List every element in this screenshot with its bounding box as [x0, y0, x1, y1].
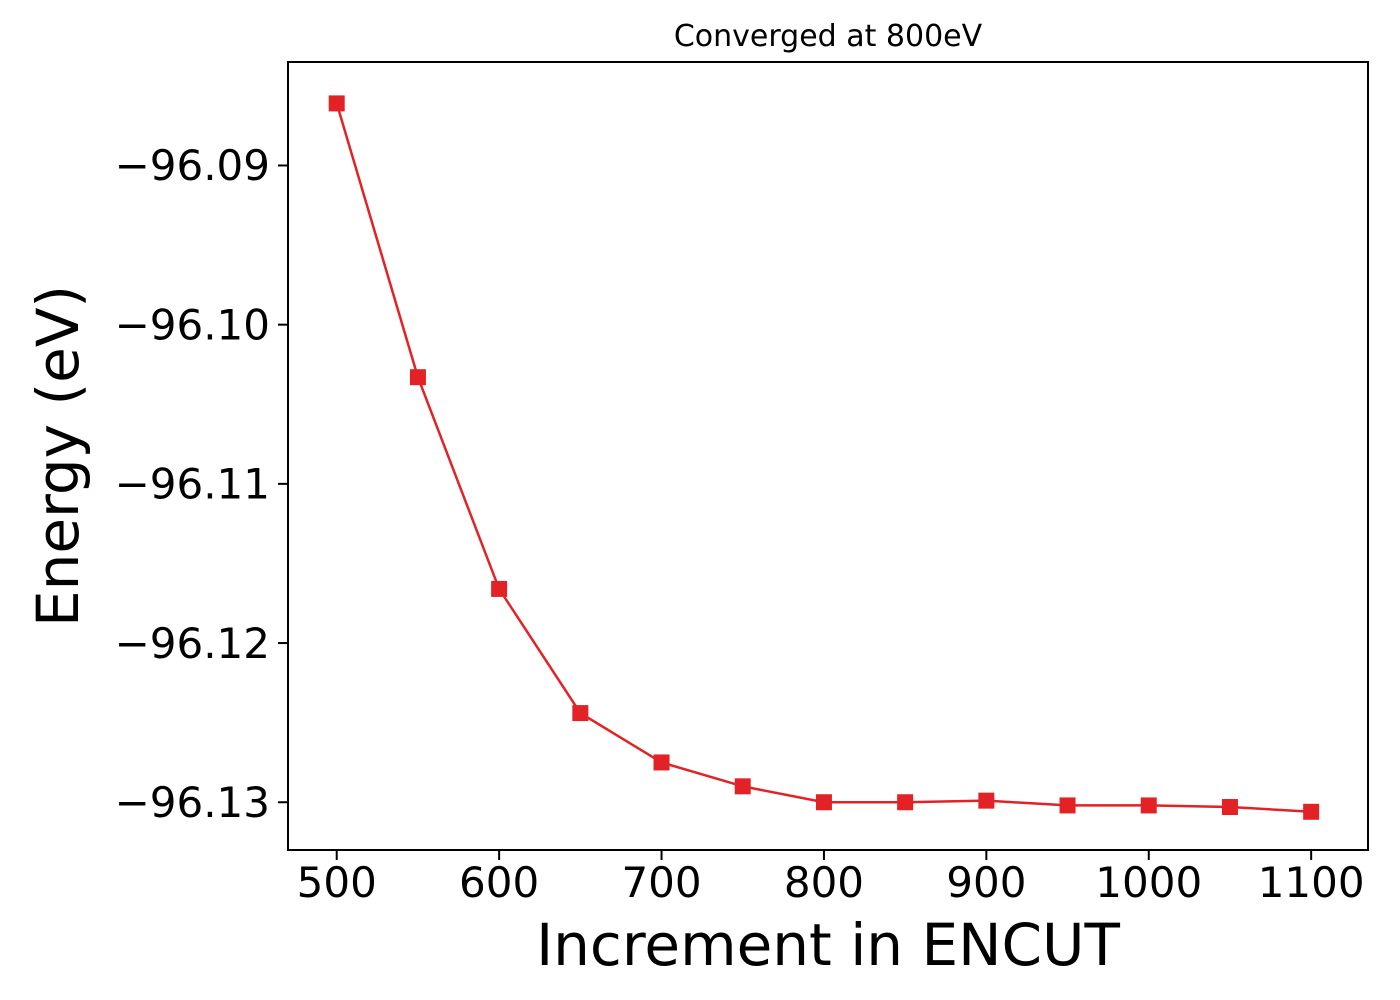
- data-point: [815, 794, 832, 811]
- x-tick-label: 1000: [1095, 858, 1202, 907]
- data-point: [491, 580, 508, 597]
- x-tick-label: 500: [297, 858, 377, 907]
- data-point: [1140, 797, 1157, 814]
- data-line: [335, 103, 1312, 814]
- x-tick-label: 700: [621, 858, 701, 907]
- y-tick-label: −96.10: [115, 300, 270, 349]
- data-point: [653, 754, 670, 771]
- data-point: [409, 369, 426, 386]
- chart-title: Converged at 800eV: [674, 19, 983, 54]
- x-axis-label: Increment in ENCUT: [536, 911, 1120, 979]
- data-point: [1059, 797, 1076, 814]
- data-point: [572, 705, 589, 722]
- x-tick-label: 900: [946, 858, 1026, 907]
- data-point: [978, 792, 995, 809]
- data-point: [734, 778, 751, 795]
- x-tick-label: 600: [459, 858, 539, 907]
- y-tick-label: −96.09: [115, 141, 270, 190]
- y-tick-label: −96.12: [115, 619, 270, 668]
- y-tick-label: −96.11: [115, 460, 270, 509]
- plot-border: [287, 61, 1369, 851]
- data-point: [1303, 803, 1320, 820]
- data-point: [328, 95, 345, 112]
- data-point: [897, 794, 914, 811]
- y-axis-label: Energy (eV): [24, 285, 92, 627]
- data-point: [1221, 799, 1238, 816]
- x-tick-label: 1100: [1258, 858, 1365, 907]
- x-tick-label: 800: [784, 858, 864, 907]
- y-tick-label: −96.13: [115, 778, 270, 827]
